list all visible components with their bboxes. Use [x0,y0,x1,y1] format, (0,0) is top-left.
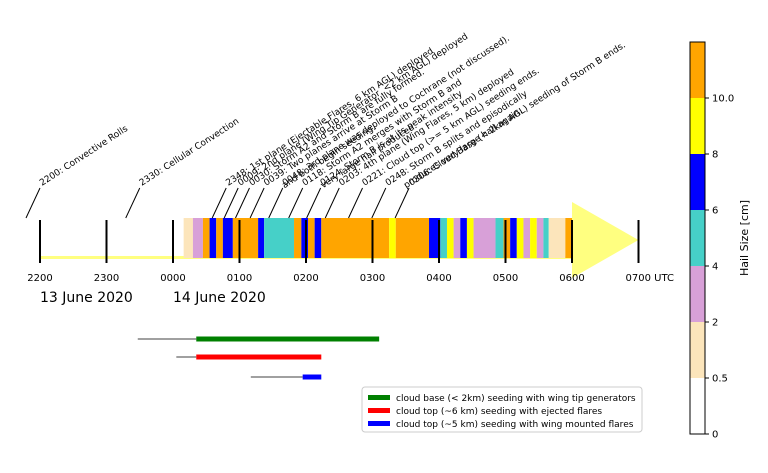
colorbar-tick-label: 4 [712,262,718,273]
hail-segment [321,218,390,258]
hail-segment [565,218,572,258]
seeding-bar [302,374,322,380]
time-axis: 2200 2300 0000 0100 0200 0300 0400 0500 0600 0700… [27,220,674,306]
event-annotations: 2200: Convective Rolls 2330: Cellular Con… [25,32,628,219]
seeding-bar [196,336,380,342]
hail-segment [258,218,265,258]
hail-segment [222,218,233,258]
seeding-legend: cloud base (< 2km) seeding with wing tip… [361,386,643,433]
time-tick-label: 0100 [227,273,252,284]
hail-segment [202,218,210,258]
colorbar-bin [690,42,705,98]
event-leader [348,187,363,219]
event-leader [235,187,250,219]
hail-segment [530,218,537,258]
date-label: 14 June 2020 [173,290,266,306]
colorbar-bin [690,266,705,322]
hail-segment [495,218,504,258]
hail-segment [314,218,322,258]
event-leader [249,187,265,219]
hail-segment [264,218,295,258]
time-tick-label: 2300 [94,273,119,284]
colorbar-tick-label: 0 [712,430,718,441]
legend-swatch [368,421,390,426]
event-label-text: 2330: Cellular Convection [138,117,241,189]
event-leader [371,187,387,219]
colorbar-bin [690,210,705,266]
timeline-arrow [572,202,639,278]
colorbar-bin [690,378,705,434]
colorbar-tick-label: 10.0 [712,94,734,105]
event-leader [306,187,322,219]
hail-segment [209,218,217,258]
hail-segment [536,218,544,258]
colorbar-tick-label: 6 [712,206,718,217]
event-leader [324,187,340,219]
colorbar-frame [689,41,706,435]
colorbar-label: Hail Size [cm] [738,200,751,276]
hail-segment [516,218,524,258]
time-tick-label: 0700 UTC [626,273,674,284]
time-tick-label: 0600 [559,273,584,284]
colorbar-tick-label: 0.5 [712,374,728,385]
hail-segment [503,218,511,258]
event-label: 2330: Cellular Convection [138,117,241,189]
hail-segment [232,218,259,258]
hail-segment [192,218,203,258]
event-label: 2200: Convective Rolls [38,124,130,189]
date-label: 13 June 2020 [40,290,133,306]
hail-segment [548,218,566,258]
hail-segment [395,218,430,258]
event-leader [394,187,410,219]
seeding-periods [137,336,380,380]
hail-segment [446,218,454,258]
time-tick-label: 0500 [493,273,518,284]
hail-segment [429,218,441,258]
legend-box [361,386,643,433]
hail-segment [473,218,496,258]
colorbar-tick-label: 2 [712,318,718,329]
event-label-text: 2200: Convective Rolls [38,124,130,189]
hail-segment [466,218,474,258]
hail-segment [510,218,517,258]
event-leader [223,187,239,219]
colorbar-bin [690,322,705,378]
seeding-bar [196,354,322,360]
time-tick-label: 0300 [360,273,385,284]
legend-label: cloud base (< 2km) seeding with wing tip… [396,394,636,404]
event-leader [125,187,141,219]
legend-swatch [368,395,390,400]
hail-segment [453,218,461,258]
timeline-band [40,202,639,278]
hail-segment [440,218,447,258]
time-tick-label: 0000 [160,273,185,284]
hail-segment [389,218,396,258]
hail-segment [301,218,308,258]
event-leader [25,187,41,219]
event-leader [268,187,284,219]
hail-segment [543,218,549,258]
colorbar-bin [690,98,705,154]
hail-segment [294,218,302,258]
hail-segment [216,218,223,258]
colorbar-tick-label: 8 [712,150,718,161]
legend-label: cloud top (~6 km) seeding with ejected f… [396,407,602,417]
hail-segment [307,218,315,258]
colorbar-bin [690,154,705,210]
hail-segment [460,218,467,258]
event-leader [288,187,304,219]
legend-label: cloud top (~5 km) seeding with wing moun… [396,420,634,430]
hail-size-colorbar: 0 0.5 2 4 6 8 10.0 Hail Size [cm] [689,41,751,441]
legend-swatch [368,408,390,413]
time-tick-label: 0200 [293,273,318,284]
hail-segment [523,218,531,258]
hail-segment [183,218,193,258]
time-tick-label: 2200 [27,273,52,284]
event-leader [211,187,227,219]
time-tick-label: 0400 [426,273,451,284]
